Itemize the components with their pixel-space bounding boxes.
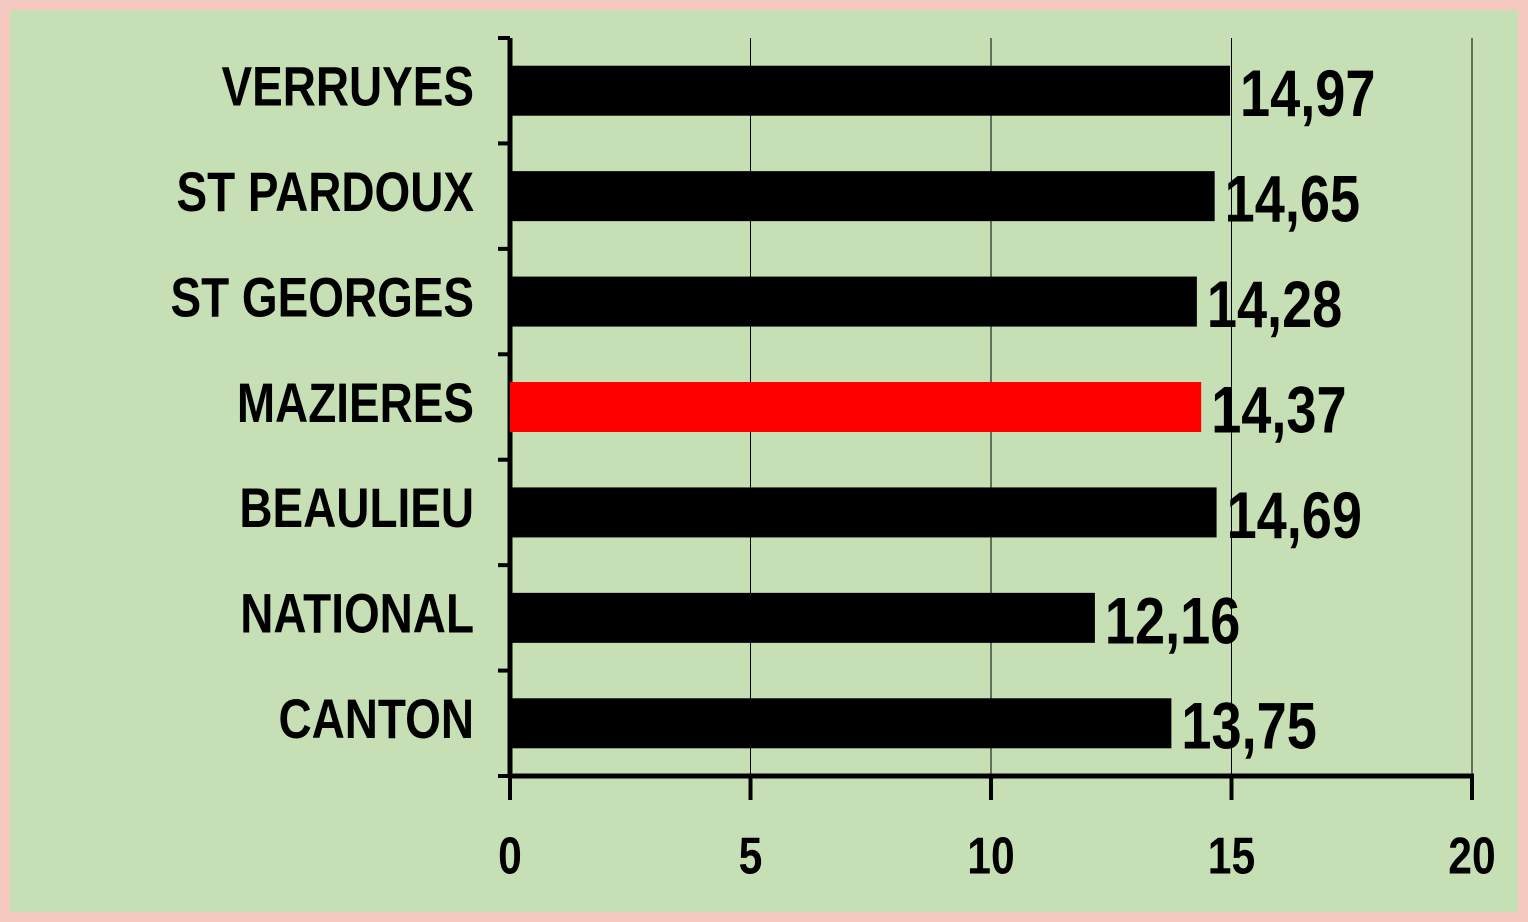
y-tick-label: CANTON (278, 688, 474, 750)
x-tick-label: 20 (1448, 828, 1495, 886)
value-label: 12,16 (1105, 583, 1240, 657)
y-tick-label: NATIONAL (240, 582, 474, 644)
x-tick-label: 0 (498, 828, 522, 886)
value-label: 14,37 (1211, 372, 1346, 446)
x-tick-label: 10 (967, 828, 1014, 886)
value-label: 14,28 (1207, 267, 1342, 341)
bar (510, 698, 1172, 749)
bar (510, 592, 1095, 643)
bar (510, 171, 1215, 222)
value-label: 13,75 (1181, 689, 1316, 763)
y-tick-label: BEAULIEU (239, 477, 474, 539)
value-label: 14,69 (1227, 478, 1362, 552)
x-tick-label: 5 (739, 828, 763, 886)
y-tick-label: ST GEORGES (170, 266, 474, 328)
y-tick-label: VERRUYES (221, 55, 474, 117)
bar (510, 382, 1202, 432)
value-label: 14,65 (1225, 161, 1360, 235)
y-tick-label: MAZIERES (237, 371, 474, 433)
x-tick-label: 15 (1208, 828, 1255, 886)
value-label: 14,97 (1240, 56, 1375, 130)
bar (510, 487, 1217, 538)
y-tick-label: ST PARDOUX (176, 161, 474, 223)
bar (510, 65, 1231, 116)
bar (510, 276, 1197, 327)
plot-background (10, 10, 1518, 912)
